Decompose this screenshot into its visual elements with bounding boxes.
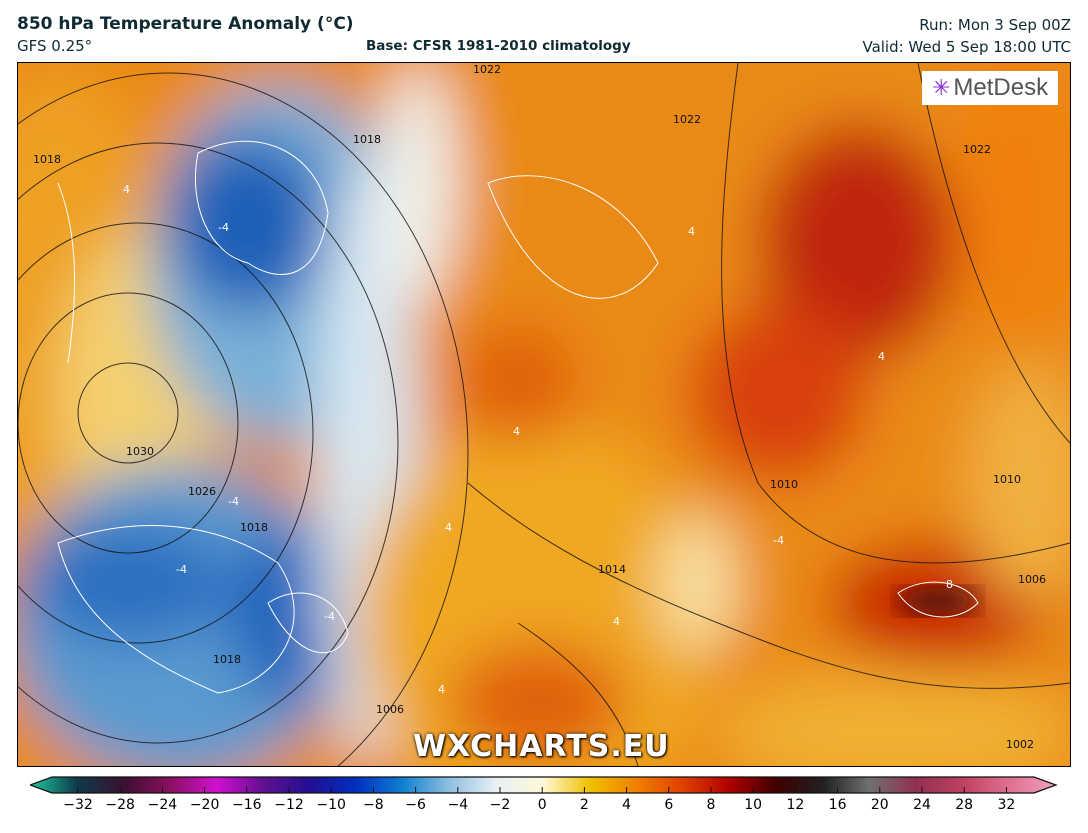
colorbar-tick-label: 20 bbox=[870, 797, 889, 813]
isobar-label: 1006 bbox=[376, 703, 404, 716]
watermark: WXCHARTS.EU bbox=[413, 729, 670, 764]
logo-text: MetDesk bbox=[953, 74, 1049, 101]
anomaly-label: -4 bbox=[218, 221, 229, 234]
colorbar-tick-label: 8 bbox=[706, 797, 716, 813]
chart-title: 850 hPa Temperature Anomaly (°C) bbox=[17, 14, 354, 34]
run-time-label: Run: Mon 3 Sep 00Z bbox=[919, 16, 1071, 34]
isobar-label: 1006 bbox=[1018, 573, 1046, 586]
isobar-label: 1018 bbox=[353, 133, 381, 146]
anomaly-label: 4 bbox=[878, 350, 885, 363]
colorbar-tick-label: 32 bbox=[997, 797, 1016, 813]
anomaly-label: 4 bbox=[688, 225, 695, 238]
anomaly-map[interactable]: 1030 1026 1022 1018 1018 1018 1014 1010 1010 1006… bbox=[17, 62, 1071, 767]
anomaly-label: 4 bbox=[613, 615, 620, 628]
isobar-lines bbox=[18, 63, 1070, 766]
anomaly-label: -4 bbox=[324, 610, 335, 623]
colorbar-tick-label: −28 bbox=[105, 797, 135, 813]
metdesk-star-icon: ✳ bbox=[931, 75, 951, 100]
colorbar-tick-label: −10 bbox=[316, 797, 346, 813]
isobar-label: 1022 bbox=[673, 113, 701, 126]
colorbar-tick-label: −8 bbox=[363, 797, 384, 813]
isobar-label: 1022 bbox=[473, 63, 501, 76]
isobar-label: 1002 bbox=[1006, 738, 1034, 751]
isobar-label: 1010 bbox=[770, 478, 798, 491]
colorbar-tick-label: 2 bbox=[579, 797, 589, 813]
base-climatology-label: Base: CFSR 1981-2010 climatology bbox=[366, 38, 631, 54]
isobar-label: 1018 bbox=[240, 521, 268, 534]
model-label: GFS 0.25° bbox=[17, 37, 93, 55]
colorbar-tick-label: 28 bbox=[955, 797, 974, 813]
anomaly-contours bbox=[57, 140, 979, 694]
colorbar-tick-label: −32 bbox=[63, 797, 93, 813]
colorbar-tick-label: −24 bbox=[147, 797, 178, 813]
anomaly-label: -4 bbox=[773, 534, 784, 547]
colorbar-tick-label: 10 bbox=[744, 797, 763, 813]
colorbar bbox=[30, 776, 1058, 794]
anomaly-label: 4 bbox=[123, 183, 130, 196]
isobar-label: 1010 bbox=[993, 473, 1021, 486]
isobar-label: 1018 bbox=[213, 653, 241, 666]
isobar-label: 1022 bbox=[963, 143, 991, 156]
colorbar-tick-label: 16 bbox=[828, 797, 847, 813]
isobar-label: 1018 bbox=[33, 153, 61, 166]
colorbar-tick-label: 24 bbox=[913, 797, 931, 813]
colorbar-tick-label: −6 bbox=[405, 797, 426, 813]
anomaly-label: -4 bbox=[176, 563, 187, 576]
colorbar-tick-label: 6 bbox=[664, 797, 674, 813]
colorbar-tick-label: −4 bbox=[447, 797, 469, 813]
map-field: 1030 1026 1022 1018 1018 1018 1014 1010 1010 1006… bbox=[18, 63, 1070, 766]
colorbar-tick-label: 4 bbox=[622, 797, 632, 813]
colorbar-tick-label: −12 bbox=[274, 797, 304, 813]
anomaly-label: -4 bbox=[228, 495, 239, 508]
colorbar-tick-label: 0 bbox=[537, 797, 547, 813]
colorbar-tick-label: −20 bbox=[189, 797, 220, 813]
anomaly-label: 8 bbox=[946, 578, 953, 591]
colorbar-tick-label: −16 bbox=[232, 797, 262, 813]
metdesk-logo: ✳ MetDesk bbox=[922, 71, 1058, 105]
valid-time-label: Valid: Wed 5 Sep 18:00 UTC bbox=[862, 38, 1071, 56]
isobar-label: 1026 bbox=[188, 485, 216, 498]
colorbar-tick-label: −2 bbox=[489, 797, 511, 813]
anomaly-label: 4 bbox=[445, 521, 452, 534]
isobar-label: 1014 bbox=[598, 563, 626, 576]
anomaly-label: 4 bbox=[438, 683, 445, 696]
colorbar-tick-label: 12 bbox=[786, 797, 805, 813]
isobar-label: 1030 bbox=[126, 445, 154, 458]
anomaly-label: 4 bbox=[513, 425, 520, 438]
